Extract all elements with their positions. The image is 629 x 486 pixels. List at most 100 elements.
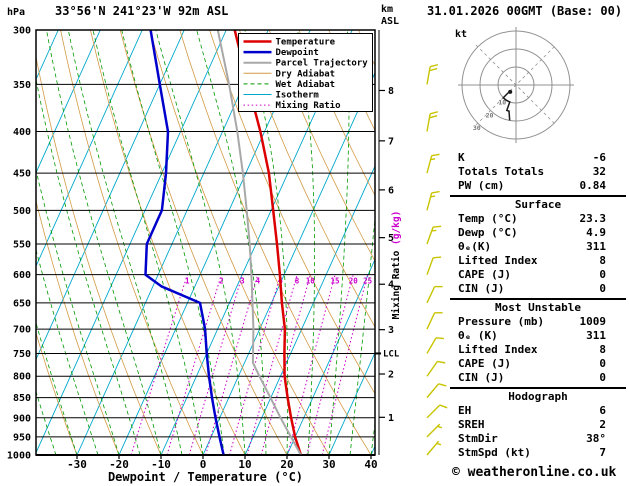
mixing-ratio-value: 2 <box>219 277 224 286</box>
mixing-ratio-value: 1 <box>185 277 190 286</box>
table-row: CAPE (J) 0 <box>450 357 626 371</box>
svg-text:7: 7 <box>388 136 394 147</box>
legend-label: Mixing Ratio <box>276 100 341 111</box>
temperature-curve <box>233 30 303 455</box>
hodograph-surface-point <box>508 89 513 94</box>
section-title: Hodograph <box>508 390 568 403</box>
index-label: SREH <box>458 418 485 431</box>
svg-text:5: 5 <box>388 233 394 244</box>
index-value: 0.84 <box>579 179 607 192</box>
pressure-axis-labels: hPa 300 350 400 450 500 550 600 650 700 750 800 850 9… <box>7 7 31 462</box>
indices-panel: K -6 Totals Totals 32 PW (cm) 0.84 Surface Temp… <box>450 151 626 460</box>
svg-text:10: 10 <box>238 458 251 471</box>
table-row: CIN (J) 0 <box>450 371 626 385</box>
index-value: 311 <box>586 240 606 253</box>
table-row: CAPE (J) 0 <box>450 268 626 282</box>
svg-text:40: 40 <box>364 458 377 471</box>
svg-text:1000: 1000 <box>7 451 31 462</box>
svg-text:8: 8 <box>388 86 394 97</box>
mixing-ratio-axis-label: Mixing Ratio (g/kg) <box>391 211 402 320</box>
index-value: 1009 <box>579 315 607 328</box>
table-row: Temp (°C) 23.3 <box>450 212 626 226</box>
altitude-unit-label: km <box>381 4 393 15</box>
index-value: -6 <box>592 151 606 164</box>
legend-label: Dewpoint <box>276 47 319 58</box>
pressure-unit-label: hPa <box>7 7 25 18</box>
index-value: 7 <box>599 446 606 459</box>
index-value: 38° <box>586 432 606 445</box>
index-label: Lifted Index <box>458 254 538 267</box>
panel-section: Surface Temp (°C) 23.3 Dewp (°C) 4.9 θₑ(K) 311… <box>450 195 626 296</box>
legend-label: Temperature <box>276 38 336 48</box>
table-row: SREH 2 <box>450 418 626 432</box>
svg-text:1: 1 <box>388 413 394 424</box>
svg-text:550: 550 <box>13 239 31 250</box>
mixing-ratio-value: 15 <box>331 277 340 286</box>
index-value: 0 <box>599 282 606 295</box>
svg-text:4: 4 <box>388 280 394 291</box>
index-value: 8 <box>599 343 606 356</box>
svg-text:900: 900 <box>13 413 31 424</box>
table-row: PW (cm) 0.84 <box>450 179 626 193</box>
index-value: 6 <box>599 404 606 417</box>
table-row: StmDir 38° <box>450 432 626 446</box>
index-value: 23.3 <box>579 212 607 225</box>
index-label: PW (cm) <box>458 179 505 192</box>
svg-text:300: 300 <box>13 26 31 37</box>
index-value: 0 <box>599 268 606 281</box>
svg-text:0: 0 <box>200 458 207 471</box>
index-label: θₑ (K) <box>458 329 498 342</box>
svg-text:750: 750 <box>13 349 31 360</box>
svg-text:450: 450 <box>13 169 31 180</box>
altitude-unit-label2: ASL <box>381 16 399 27</box>
copyright: © weatheronline.co.uk <box>452 465 617 480</box>
mixing-ratio-value: 25 <box>363 277 372 286</box>
hodograph-trace <box>502 90 511 121</box>
run-datetime: 31.01.2026 00GMT (Base: 00) <box>427 4 623 18</box>
hodograph-unit-label: kt <box>455 29 467 40</box>
svg-text:-30: -30 <box>67 458 87 471</box>
index-label: CIN (J) <box>458 282 505 295</box>
index-label: EH <box>458 404 472 417</box>
svg-text:950: 950 <box>13 432 31 443</box>
svg-text:-20: -20 <box>109 458 129 471</box>
mixing-ratio-value: 8 <box>295 277 300 286</box>
station-title: 33°56'N 241°23'W 92m ASL <box>55 4 229 18</box>
hodograph-ring <box>497 66 535 104</box>
index-label: Dewp (°C) <box>458 226 518 239</box>
svg-text:850: 850 <box>13 393 31 404</box>
hodograph-ring-label: 30 <box>473 124 481 132</box>
index-value: 8 <box>599 254 606 267</box>
hodograph-ring-label: 20 <box>486 111 494 119</box>
plot-border <box>35 29 376 456</box>
mixing-ratio-value: 4 <box>256 277 261 286</box>
index-label: CIN (J) <box>458 371 505 384</box>
section-title: Surface <box>514 198 562 211</box>
table-row: K -6 <box>450 151 626 165</box>
index-label: StmSpd (kt) <box>458 446 531 459</box>
index-value: 0 <box>599 357 606 370</box>
svg-text:650: 650 <box>13 298 31 309</box>
svg-text:30: 30 <box>322 458 335 471</box>
hodograph-ring <box>461 30 571 140</box>
svg-text:400: 400 <box>13 127 31 138</box>
hodograph: 10 20 30 kt <box>455 27 574 143</box>
svg-text:20: 20 <box>280 458 293 471</box>
temperature-axis: -30 -20 -10 0 10 20 30 40 Dewpoint / Temperature… <box>67 455 378 484</box>
index-label: Pressure (mb) <box>458 315 545 328</box>
panel-section: Most Unstable Pressure (mb) 1009 θₑ (K) 311 L… <box>450 298 626 385</box>
svg-text:350: 350 <box>13 80 31 91</box>
table-row: Lifted Index 8 <box>450 343 626 357</box>
svg-text:800: 800 <box>13 372 31 383</box>
index-label: Totals Totals <box>458 165 545 178</box>
parcel-trajectory-curve <box>216 30 302 455</box>
index-value: 311 <box>586 329 606 342</box>
mixing-ratio-value: 10 <box>306 277 316 286</box>
index-label: K <box>458 151 465 164</box>
legend-label: Isotherm <box>276 91 320 101</box>
panel-section: Hodograph EH 6 SREH 2 StmDir 38° StmSpd (kt) 7 <box>450 387 626 460</box>
